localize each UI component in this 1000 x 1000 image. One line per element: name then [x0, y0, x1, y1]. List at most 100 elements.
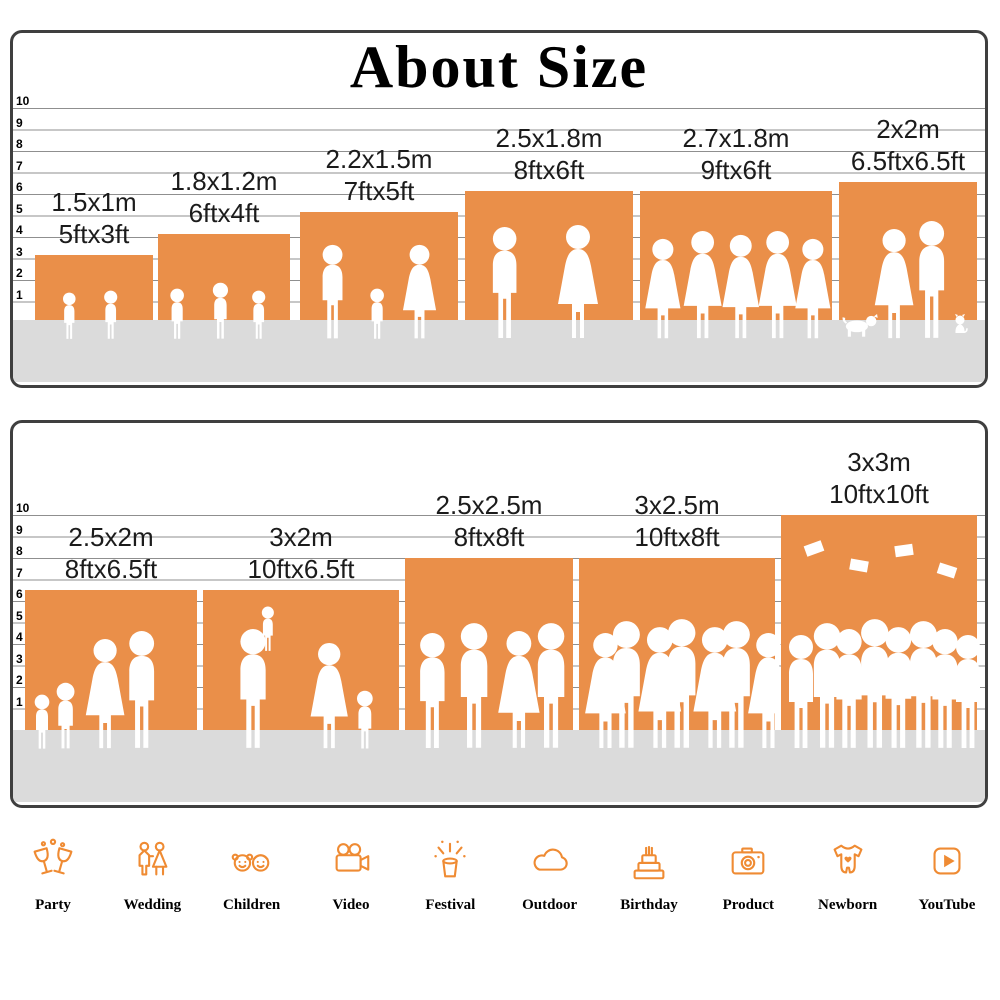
bride-silhouette — [552, 224, 604, 340]
imperial-size: 9ftx6ft — [700, 154, 772, 185]
birthday-icon — [633, 845, 665, 880]
wedding-icon — [138, 841, 168, 876]
graduation-cap-silhouette — [848, 558, 869, 573]
size-block — [781, 515, 977, 730]
category-label: Video — [332, 897, 370, 913]
person-silhouette — [948, 634, 988, 750]
axis-tick: 9 — [16, 522, 23, 537]
child-silhouette — [51, 682, 80, 750]
size-label: 2.2x1.5m 7ftx5ft — [326, 144, 433, 207]
axis-tick: 9 — [16, 115, 23, 130]
category-children: Children — [217, 838, 287, 914]
size-block — [640, 191, 832, 320]
woman-silhouette — [398, 244, 441, 340]
graduation-cap-silhouette — [936, 562, 958, 579]
category-party: Party — [18, 838, 88, 914]
category-label: Party — [35, 897, 71, 913]
size-block — [35, 255, 153, 320]
child-silhouette — [208, 282, 233, 340]
imperial-size: 10ftx6.5ft — [247, 553, 355, 584]
axis-tick: 6 — [16, 180, 23, 194]
woman-silhouette — [790, 238, 836, 340]
size-block — [158, 234, 290, 320]
size-block — [465, 191, 633, 320]
size-label: 3x2m 10ftx6.5ft — [248, 522, 355, 585]
party-icon — [33, 838, 73, 875]
size-block — [579, 558, 775, 730]
child-silhouette — [248, 290, 269, 340]
metric-size: 2.7x1.8m — [682, 123, 790, 153]
category-product: Product — [713, 838, 783, 914]
metric-size: 2.5x2.5m — [435, 490, 543, 520]
graduation-cap-silhouette — [803, 540, 824, 557]
metric-size: 2.5x1.8m — [495, 123, 603, 153]
imperial-size: 5ftx3ft — [58, 218, 130, 249]
metric-size: 2x2m — [876, 114, 940, 144]
size-block — [839, 182, 977, 320]
person-silhouette — [452, 622, 496, 750]
children-icon — [231, 853, 270, 872]
imperial-size: 7ftx5ft — [343, 175, 415, 206]
person-silhouette — [412, 632, 453, 750]
category-festival: Festival — [415, 838, 485, 914]
category-wedding: Wedding — [117, 838, 187, 914]
category-birthday: Birthday — [614, 838, 684, 914]
imperial-size: 8ftx6.5ft — [64, 553, 158, 584]
size-label: 1.5x1m 5ftx3ft — [51, 187, 136, 250]
size-label: 3x3m 10ftx10ft — [829, 447, 929, 510]
imperial-size: 6ftx4ft — [188, 197, 260, 228]
axis-tick: 5 — [16, 608, 23, 623]
person-silhouette — [529, 622, 573, 750]
size-panel-large: 10 9 8 7 6 5 4 3 2 1 — [10, 420, 988, 808]
size-label: 1.8x1.2m 6ftx4ft — [171, 166, 278, 229]
imperial-size: 8ftx6ft — [513, 154, 585, 185]
category-label: Newborn — [818, 897, 878, 913]
woman-silhouette — [305, 642, 353, 750]
axis-tick: 4 — [16, 630, 23, 644]
size-block — [300, 212, 458, 320]
category-video: Video — [316, 838, 386, 914]
metric-size: 2.5x2m — [68, 522, 154, 552]
category-label: Children — [223, 897, 281, 913]
size-block — [203, 590, 399, 730]
video-icon — [335, 843, 370, 872]
axis-tick: 10 — [16, 501, 30, 515]
outdoor-icon — [533, 848, 568, 871]
cat-silhouette — [952, 314, 968, 338]
size-label: 2.5x2m 8ftx6.5ft — [65, 522, 158, 585]
size-label: 3x2.5m 10ftx8ft — [634, 490, 719, 553]
axis-tick: 6 — [16, 587, 23, 601]
metric-size: 1.8x1.2m — [170, 166, 278, 196]
child-silhouette — [166, 288, 188, 340]
metric-size: 3x3m — [847, 447, 911, 477]
newborn-icon — [833, 844, 863, 874]
size-block — [25, 590, 197, 730]
man-silhouette — [121, 630, 162, 750]
axis-tick: 5 — [16, 201, 23, 216]
category-newborn: Newborn — [813, 838, 883, 914]
man-silhouette — [911, 220, 952, 340]
axis-tick: 10 — [16, 94, 30, 108]
category-row: Party Wedding — [18, 838, 982, 914]
product-icon — [731, 847, 765, 875]
axis-tick: 4 — [16, 223, 23, 237]
axis-tick: 7 — [16, 158, 23, 173]
person-silhouette — [316, 244, 349, 340]
imperial-size: 10ftx10ft — [829, 478, 929, 509]
category-label: Outdoor — [522, 897, 578, 913]
metric-size: 2.2x1.5m — [325, 144, 433, 174]
size-label: 2.5x1.8m 8ftx6ft — [496, 123, 603, 186]
category-outdoor: Outdoor — [515, 838, 585, 914]
axis-tick: 8 — [16, 544, 23, 558]
axis-tick: 3 — [16, 651, 23, 666]
axis-tick: 2 — [16, 673, 23, 687]
imperial-size: 8ftx8ft — [453, 521, 525, 552]
size-label: 2.7x1.8m 9ftx6ft — [683, 123, 790, 186]
festival-icon — [434, 840, 466, 878]
category-label: YouTube — [918, 897, 976, 913]
size-label: 2.5x2.5m 8ftx8ft — [436, 490, 543, 553]
youtube-icon — [933, 847, 961, 875]
metric-size: 3x2.5m — [634, 490, 720, 520]
imperial-size: 6.5ftx6.5ft — [850, 145, 966, 176]
